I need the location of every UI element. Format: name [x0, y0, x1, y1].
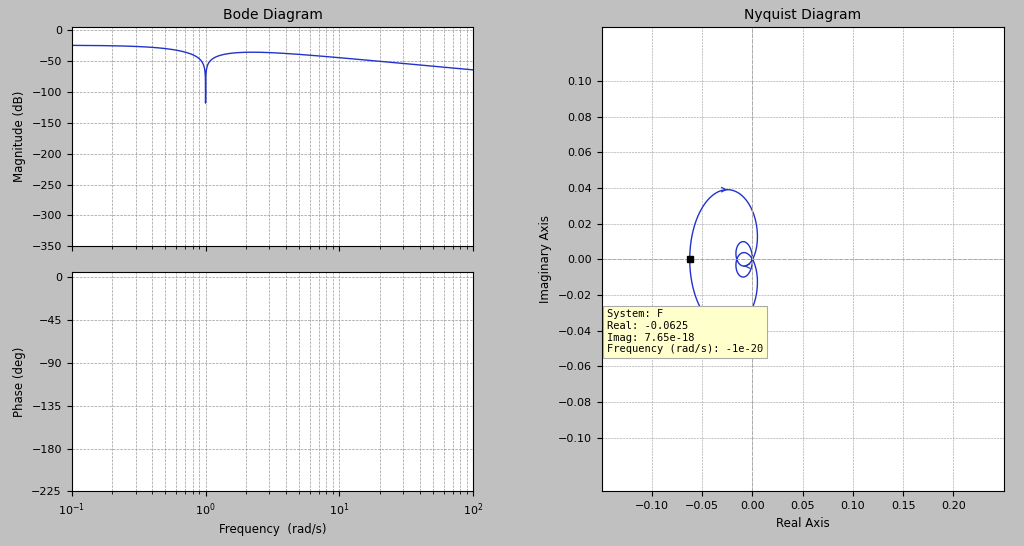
Text: System: F
Real: -0.0625
Imag: 7.65e-18
Frequency (rad/s): -1e-20: System: F Real: -0.0625 Imag: 7.65e-18 F… — [607, 310, 763, 354]
Y-axis label: Phase (deg): Phase (deg) — [12, 347, 26, 417]
Title: Bode Diagram: Bode Diagram — [222, 8, 323, 22]
X-axis label: Real Axis: Real Axis — [776, 517, 829, 530]
Y-axis label: Imaginary Axis: Imaginary Axis — [540, 215, 553, 304]
X-axis label: Frequency  (rad/s): Frequency (rad/s) — [219, 523, 327, 536]
Title: Nyquist Diagram: Nyquist Diagram — [744, 8, 861, 22]
Y-axis label: Magnitude (dB): Magnitude (dB) — [13, 91, 26, 182]
